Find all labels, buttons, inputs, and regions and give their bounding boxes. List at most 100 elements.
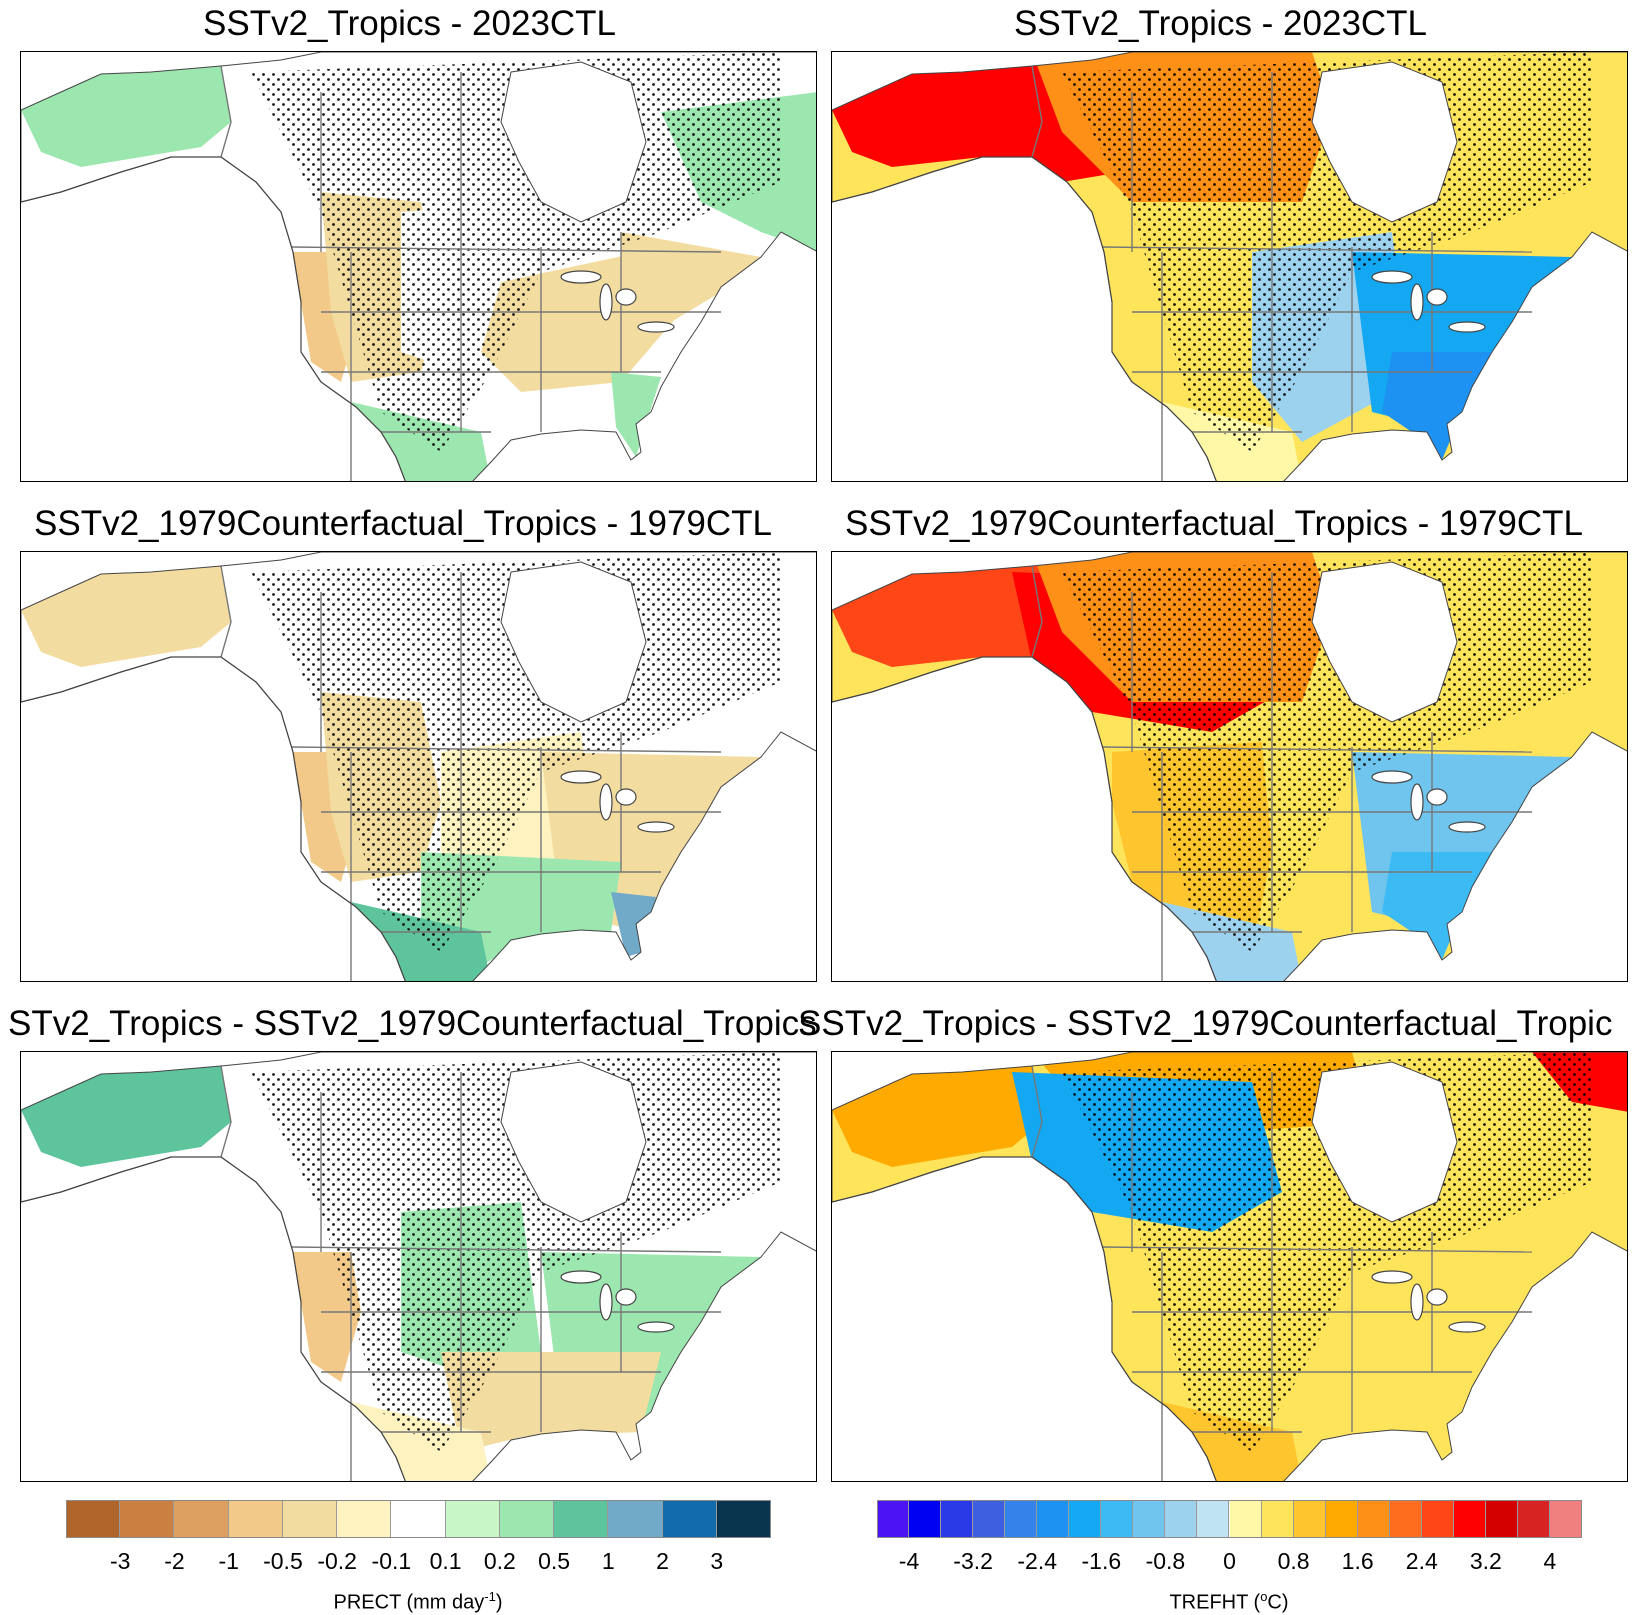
trefht-swatch: [1165, 1500, 1198, 1538]
region-southeast-us: [1382, 852, 1492, 960]
land-outline: [832, 1052, 1627, 1481]
trefht-swatch: [1005, 1500, 1038, 1538]
prect-swatch: [499, 1500, 555, 1538]
great-lakes: [560, 1270, 675, 1333]
prect-swatch: [337, 1500, 392, 1538]
trefht-tick-label: 2.4: [1405, 1548, 1438, 1574]
region-alaska: [21, 66, 231, 167]
trefht-swatch: [1421, 1500, 1454, 1538]
hudson-bay: [1311, 61, 1458, 223]
region-northeast-us: [621, 232, 761, 322]
land-outline: [21, 552, 816, 981]
region-mexico: [1162, 402, 1302, 481]
prect-tick-label: -2: [164, 1548, 185, 1574]
significance-stippling: [1062, 552, 1592, 952]
region-mexico: [1162, 902, 1302, 981]
trefht-tick-label: 0.8: [1277, 1548, 1310, 1574]
trefht-tick-label: 3.2: [1469, 1548, 1502, 1574]
trefht-tick-label: -2.4: [1017, 1548, 1058, 1574]
region-mexico: [351, 1402, 491, 1481]
trefht-swatch: [1325, 1500, 1358, 1538]
trefht-colorbar-frame: [877, 1500, 1582, 1538]
trefht-tick-label: 1.6: [1341, 1548, 1374, 1574]
prect-label-exponent: -1: [484, 1589, 496, 1604]
prect-tick-label: -0.5: [263, 1548, 303, 1574]
trefht-tick-label: -4: [898, 1548, 920, 1574]
map-svg-trefht-1: [832, 52, 1627, 481]
trefht-label-degree: o: [1260, 1589, 1268, 1604]
region-alaska: [21, 1066, 231, 1167]
hudson-bay: [500, 61, 647, 223]
trefht-tick-label: 4: [1543, 1548, 1557, 1574]
panel-title-top-left: SSTv2_Tropics - 2023CTL: [203, 4, 617, 43]
land-outline: [832, 52, 1627, 481]
map-panel-prect-3: [20, 1051, 817, 1482]
significance-stippling: [1062, 52, 1592, 452]
map-svg-trefht-3: [832, 1052, 1627, 1481]
map-panel-trefht-2: [831, 551, 1628, 982]
region-southern-us: [441, 1352, 661, 1452]
great-lakes: [1371, 270, 1486, 333]
prect-swatch: [391, 1500, 446, 1538]
trefht-label-text: TREFHT (: [1169, 1591, 1261, 1614]
trefht-swatch: [1197, 1500, 1230, 1538]
land-outline: [21, 1052, 816, 1481]
prect-label-text: PRECT (mm day: [333, 1591, 485, 1614]
panel-title-bottom-left: STv2_Tropics - SSTv2_1979Counterfactual_…: [8, 1004, 817, 1043]
trefht-swatch: [973, 1500, 1006, 1538]
region-alaska: [21, 566, 231, 667]
prect-swatch: [228, 1500, 283, 1538]
trefht-swatch: [1037, 1500, 1070, 1538]
trefht-swatch: [1101, 1500, 1134, 1538]
map-panel-trefht-3: [831, 1051, 1628, 1482]
hudson-bay: [500, 561, 647, 723]
region-mexico: [1162, 1402, 1302, 1481]
trefht-swatch: [909, 1500, 942, 1538]
trefht-tick-label: -1.6: [1081, 1548, 1122, 1574]
political-borders: [220, 65, 722, 481]
region-southeast-coast: [611, 372, 661, 457]
significance-stippling: [251, 52, 781, 452]
panel-title-middle-right: SSTv2_1979Counterfactual_Tropics - 1979C…: [845, 504, 1583, 543]
prect-tick-label: 0.2: [483, 1548, 516, 1574]
prect-label-end: ): [495, 1591, 503, 1614]
trefht-swatch: [1261, 1500, 1294, 1538]
panel-title-bottom-right: SSTv2_Tropics - SSTv2_1979Counterfactual…: [798, 1004, 1613, 1043]
prect-tick-label: 1: [601, 1548, 615, 1574]
map-panel-prect-2: [20, 551, 817, 982]
map-svg-prect-1: [21, 52, 816, 481]
prect-tick-label: -0.1: [371, 1548, 412, 1574]
trefht-swatch: [1517, 1500, 1550, 1538]
great-lakes: [1371, 1270, 1486, 1333]
prect-colorbar-label: PRECT (mm day-1): [334, 1585, 503, 1615]
prect-colorbar-frame: [66, 1500, 771, 1538]
prect-tick-label: 0.5: [538, 1548, 571, 1574]
prect-swatch: [662, 1500, 717, 1538]
prect-tick-label: 3: [710, 1548, 724, 1574]
trefht-swatch: [1357, 1500, 1390, 1538]
map-svg-prect-3: [21, 1052, 816, 1481]
political-borders: [1031, 65, 1533, 481]
trefht-tick-label: -0.8: [1145, 1548, 1186, 1574]
great-lakes: [560, 770, 675, 833]
prect-swatch: [554, 1500, 609, 1538]
prect-swatch: [445, 1500, 500, 1538]
region-mexico: [351, 402, 491, 481]
land-outline: [832, 552, 1627, 981]
trefht-swatch: [941, 1500, 974, 1538]
region-southeast-us: [1382, 352, 1492, 460]
trefht-swatch: [1389, 1500, 1422, 1538]
prect-swatch: [174, 1500, 229, 1538]
hudson-bay: [1311, 561, 1458, 723]
prect-tick-label: -3: [109, 1548, 131, 1574]
significance-stippling: [1062, 1052, 1592, 1452]
great-lakes: [1371, 770, 1486, 833]
trefht-swatch: [1293, 1500, 1326, 1538]
political-borders: [1031, 1065, 1533, 1481]
political-borders: [1031, 565, 1533, 981]
trefht-colorbar-label: TREFHT (oC): [1169, 1585, 1288, 1615]
hudson-bay: [1311, 1061, 1458, 1223]
trefht-swatch: [1453, 1500, 1486, 1538]
panel-title-middle-left: SSTv2_1979Counterfactual_Tropics - 1979C…: [34, 504, 772, 543]
region-alaska: [832, 1066, 1042, 1167]
